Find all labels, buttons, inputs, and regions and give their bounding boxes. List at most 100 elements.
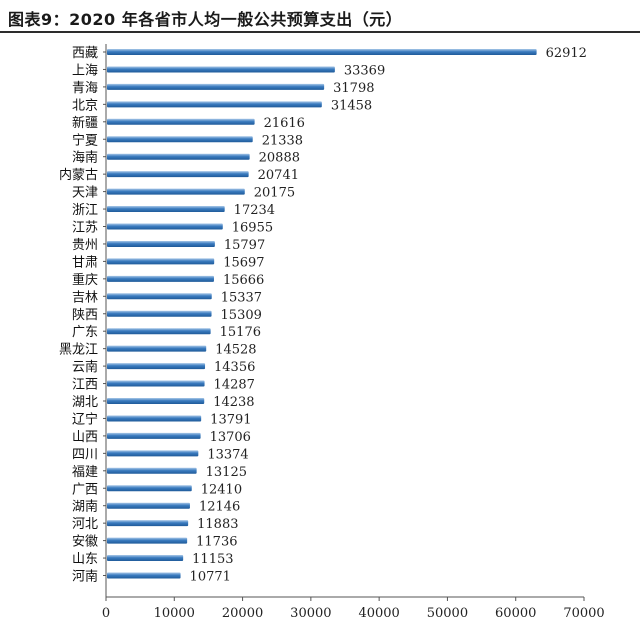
bar (107, 49, 537, 55)
value-label: 13374 (207, 447, 248, 462)
category-label: 辽宁 (72, 411, 98, 427)
bar (107, 66, 335, 73)
bar (107, 432, 201, 439)
bar (107, 118, 255, 125)
value-label: 15797 (224, 238, 265, 253)
category-label: 河北 (72, 517, 98, 532)
value-label: 20741 (258, 168, 299, 183)
bar (107, 520, 189, 527)
category-label: 四川 (72, 447, 98, 462)
bar (107, 223, 223, 230)
category-label: 宁夏 (72, 132, 98, 148)
value-label: 15309 (221, 308, 262, 323)
x-tick-label: 0 (102, 606, 110, 621)
value-label: 12410 (201, 482, 242, 497)
bar (107, 467, 197, 474)
bar (107, 136, 253, 143)
value-label: 15176 (220, 325, 261, 340)
bar (107, 328, 211, 335)
value-label: 21338 (262, 133, 303, 148)
chart-title: 图表9：2020 年各省市人均一般公共预算支出（元） (8, 10, 403, 29)
bar (107, 83, 325, 90)
bar (107, 275, 214, 282)
bar (107, 240, 215, 247)
value-label: 31458 (331, 98, 372, 113)
bar (107, 555, 184, 562)
category-label: 吉林 (72, 290, 98, 305)
bar (107, 101, 322, 108)
category-label: 北京 (72, 98, 98, 113)
category-label: 西藏 (72, 46, 98, 61)
value-label: 33369 (344, 63, 385, 78)
category-label: 上海 (72, 63, 98, 78)
plot-area: 0 10000 20000 30000 40000 50000 60000 70000 西藏 62… (59, 44, 605, 621)
x-tick-label: 50000 (427, 606, 468, 621)
value-label: 13125 (206, 465, 247, 480)
category-label: 江西 (72, 378, 98, 393)
value-label: 14238 (213, 395, 254, 410)
value-label: 11883 (197, 517, 238, 532)
x-tick-label: 70000 (563, 606, 604, 621)
category-label: 甘肃 (72, 255, 98, 270)
category-label: 山西 (72, 430, 98, 445)
bar (107, 537, 188, 544)
category-label: 云南 (72, 359, 98, 375)
category-label: 湖北 (72, 395, 98, 410)
value-label: 13706 (210, 430, 251, 445)
value-label: 20888 (259, 151, 300, 166)
x-tick-label: 40000 (358, 606, 399, 621)
value-label: 14356 (214, 360, 255, 375)
value-label: 15697 (223, 255, 264, 270)
value-label: 20175 (254, 186, 295, 201)
bar (107, 153, 250, 160)
value-label: 10771 (190, 570, 231, 585)
bar (107, 345, 207, 352)
value-label: 13791 (210, 412, 251, 427)
value-label: 17234 (234, 203, 275, 218)
category-label: 陕西 (72, 308, 98, 323)
category-label: 江苏 (72, 220, 98, 236)
value-label: 14287 (214, 378, 255, 393)
category-label: 天津 (72, 186, 98, 201)
category-label: 广东 (72, 325, 98, 340)
bar (107, 363, 206, 370)
bar (107, 502, 190, 509)
value-label: 62912 (546, 46, 587, 61)
category-label: 浙江 (72, 203, 98, 218)
value-label: 12146 (199, 500, 240, 515)
bar (107, 572, 181, 579)
category-label: 海南 (72, 150, 98, 166)
category-label: 广西 (72, 482, 98, 497)
value-label: 15666 (223, 273, 264, 288)
bar (107, 485, 192, 492)
bar (107, 380, 205, 387)
value-label: 11153 (192, 552, 233, 567)
category-label: 湖南 (72, 499, 98, 515)
bar (107, 415, 202, 422)
category-label: 福建 (72, 465, 98, 480)
value-label: 15337 (221, 290, 262, 305)
category-label: 青海 (72, 81, 98, 96)
x-tick-label: 60000 (495, 606, 536, 621)
value-label: 14528 (215, 343, 256, 358)
value-label: 16955 (232, 221, 273, 236)
bar (107, 188, 245, 195)
bar (107, 310, 212, 317)
value-label: 11736 (196, 535, 237, 550)
x-tick-label: 20000 (222, 606, 263, 621)
bar (107, 258, 215, 265)
category-label: 重庆 (72, 272, 98, 288)
category-label: 黑龙江 (59, 343, 98, 358)
value-label: 21616 (264, 116, 305, 131)
category-label: 内蒙古 (59, 167, 98, 183)
category-label: 贵州 (72, 238, 98, 253)
bar (107, 398, 205, 404)
category-label: 山东 (72, 552, 98, 567)
x-tick-label: 10000 (154, 606, 195, 621)
category-label: 新疆 (72, 115, 98, 131)
category-label: 河南 (72, 569, 98, 585)
value-label: 31798 (333, 81, 374, 96)
x-tick-label: 30000 (290, 606, 331, 621)
bar (107, 206, 225, 213)
